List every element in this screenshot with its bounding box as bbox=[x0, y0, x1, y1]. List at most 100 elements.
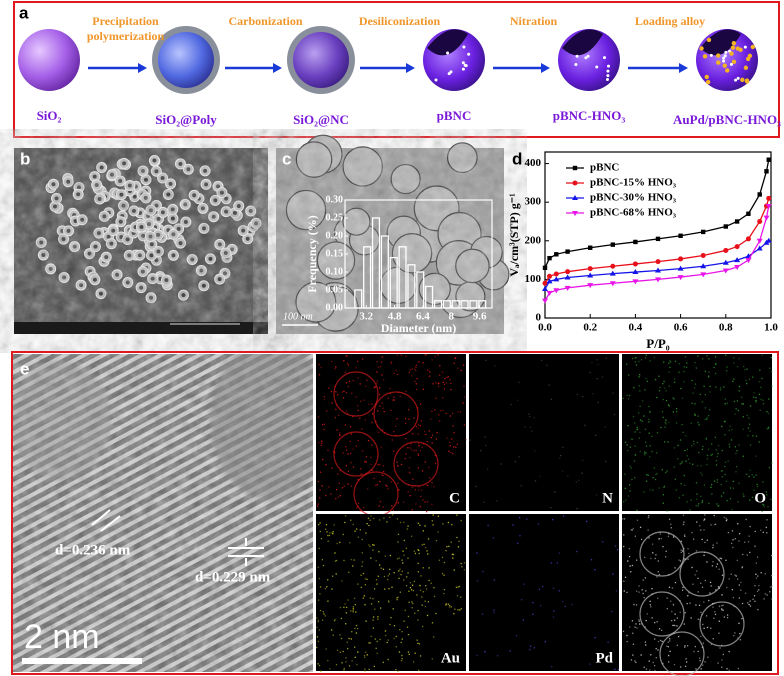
map-signal bbox=[453, 613, 455, 615]
map-signal bbox=[436, 432, 438, 434]
map-signal bbox=[623, 534, 625, 536]
map-signal bbox=[702, 358, 704, 360]
marker bbox=[572, 165, 578, 171]
map-signal bbox=[387, 397, 389, 399]
map-signal bbox=[723, 421, 726, 423]
map-signal bbox=[339, 651, 342, 653]
map-signal bbox=[407, 633, 410, 636]
map-signal bbox=[427, 369, 429, 371]
map-signal bbox=[740, 589, 742, 591]
map-signal bbox=[646, 613, 648, 615]
map-signal bbox=[396, 597, 398, 599]
map-signal bbox=[649, 669, 651, 671]
map-signal bbox=[413, 550, 416, 552]
map-signal bbox=[638, 385, 640, 387]
map-signal bbox=[742, 403, 745, 405]
map-signal bbox=[352, 606, 354, 608]
map-signal bbox=[747, 541, 750, 543]
map-signal bbox=[457, 367, 459, 369]
map-signal bbox=[604, 426, 607, 428]
map-signal bbox=[343, 606, 345, 608]
marker bbox=[547, 255, 552, 261]
map-signal bbox=[365, 461, 367, 463]
map-signal bbox=[726, 518, 728, 521]
map-signal bbox=[627, 560, 629, 562]
map-signal bbox=[725, 519, 728, 522]
map-signal bbox=[701, 500, 703, 502]
map-signal bbox=[319, 497, 321, 499]
map-signal bbox=[642, 579, 644, 581]
map-signal bbox=[420, 420, 422, 422]
map-signal bbox=[354, 604, 356, 606]
map-signal bbox=[686, 602, 688, 605]
map-signal bbox=[396, 518, 399, 520]
map-signal bbox=[350, 638, 353, 640]
map-signal bbox=[710, 524, 712, 526]
map-signal bbox=[515, 635, 518, 637]
map-signal bbox=[700, 582, 702, 584]
map-signal bbox=[356, 360, 359, 363]
map-signal bbox=[428, 567, 430, 569]
map-signal bbox=[689, 602, 691, 604]
map-signal bbox=[658, 487, 660, 489]
map-signal bbox=[644, 454, 646, 456]
map-signal bbox=[741, 617, 743, 620]
map-signal bbox=[716, 563, 719, 565]
map-signal bbox=[345, 355, 347, 357]
map-signal bbox=[405, 453, 407, 456]
map-signal bbox=[346, 355, 348, 357]
map-signal bbox=[382, 506, 384, 508]
map-signal bbox=[679, 560, 682, 562]
map-signal bbox=[643, 597, 645, 599]
map-signal bbox=[434, 454, 437, 457]
y-tick-label: 0.15 bbox=[326, 248, 344, 259]
map-signal bbox=[673, 398, 675, 400]
map-signal bbox=[729, 425, 731, 428]
map-signal bbox=[733, 400, 736, 403]
map-signal bbox=[681, 589, 684, 591]
map-signal bbox=[631, 529, 633, 531]
map-signal bbox=[487, 524, 489, 527]
map-signal bbox=[546, 364, 548, 366]
map-signal bbox=[728, 650, 730, 653]
map-signal bbox=[738, 622, 740, 625]
sphere bbox=[18, 29, 80, 91]
marker bbox=[723, 247, 729, 253]
map-signal bbox=[331, 467, 333, 469]
map-signal bbox=[632, 654, 634, 656]
map-signal bbox=[732, 480, 734, 483]
map-signal bbox=[661, 469, 663, 471]
map-signal bbox=[575, 481, 577, 483]
map-signal bbox=[663, 486, 665, 489]
sphere-outline bbox=[699, 601, 745, 647]
map-signal bbox=[715, 589, 717, 591]
map-signal bbox=[481, 613, 484, 615]
map-signal bbox=[649, 411, 651, 413]
marker bbox=[746, 211, 751, 216]
map-signal bbox=[706, 416, 708, 419]
map-signal bbox=[692, 463, 694, 465]
map-signal bbox=[405, 452, 407, 455]
map-signal bbox=[636, 519, 639, 521]
map-signal bbox=[701, 474, 703, 476]
map-signal bbox=[447, 521, 450, 524]
map-signal bbox=[446, 545, 448, 548]
map-signal bbox=[364, 578, 367, 580]
pore bbox=[734, 78, 738, 82]
map-signal bbox=[363, 506, 365, 509]
map-signal bbox=[522, 619, 524, 621]
map-signal bbox=[443, 574, 445, 576]
map-signal bbox=[334, 552, 336, 554]
map-signal bbox=[341, 487, 344, 489]
map-signal bbox=[694, 414, 696, 416]
map-signal bbox=[646, 474, 648, 476]
map-signal bbox=[431, 442, 433, 444]
map-signal bbox=[756, 556, 759, 558]
marker bbox=[547, 273, 553, 279]
map-signal bbox=[463, 424, 466, 426]
map-signal bbox=[662, 494, 665, 496]
map-signal bbox=[317, 663, 319, 665]
map-signal bbox=[644, 428, 647, 430]
map-signal bbox=[443, 561, 446, 564]
map-signal bbox=[736, 466, 738, 468]
